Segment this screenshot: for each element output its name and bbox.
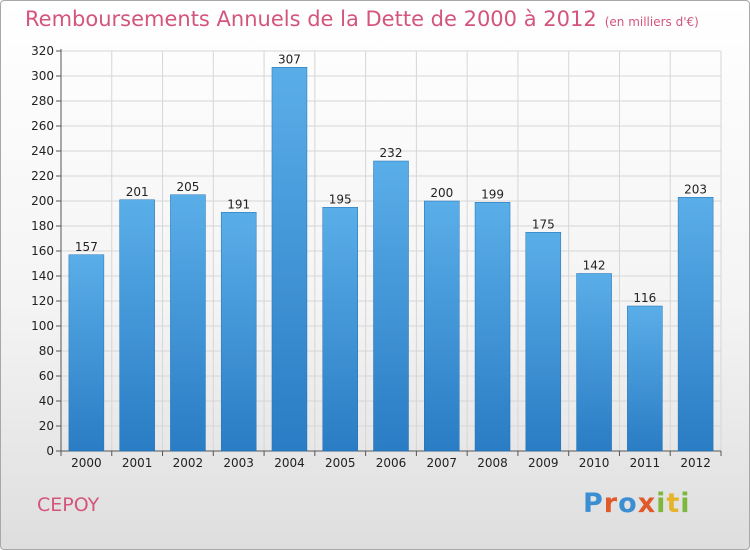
data-label: 232: [380, 146, 403, 160]
data-label: 307: [278, 52, 301, 66]
proxiti-logo: Proxiti: [583, 488, 691, 519]
logo-letter: t: [666, 488, 681, 519]
x-tick-label: 2007: [426, 456, 457, 470]
y-tick-label: 100: [31, 319, 54, 333]
y-tick-label: 260: [31, 119, 54, 133]
x-tick-label: 2008: [477, 456, 508, 470]
data-label: 205: [176, 180, 199, 194]
data-label: 116: [633, 291, 656, 305]
x-tick-label: 2001: [122, 456, 153, 470]
y-tick-label: 20: [39, 419, 54, 433]
bars: [68, 67, 714, 452]
bar: [68, 254, 105, 452]
x-tick-label: 2003: [223, 456, 254, 470]
x-tick-label: 2000: [71, 456, 102, 470]
y-tick-label: 160: [31, 244, 54, 258]
y-tick-label: 240: [31, 144, 54, 158]
y-tick-label: 40: [39, 394, 54, 408]
labels: 0 20 40 60 80 100 120 140 160 180 200 220 240 260 280 3…: [31, 44, 711, 470]
data-label: 201: [126, 185, 149, 199]
logo-letter: i: [656, 488, 667, 519]
commune-name: CEPOY: [37, 494, 100, 516]
y-tick-label: 120: [31, 294, 54, 308]
x-tick-label: 2012: [680, 456, 711, 470]
data-label: 195: [329, 192, 352, 206]
chart-title-text: Remboursements Annuels de la Dette de 20…: [25, 7, 597, 31]
x-tick-label: 2006: [376, 456, 407, 470]
data-label: 200: [430, 186, 453, 200]
data-label: 142: [583, 259, 606, 273]
unit-note: (en milliers d'€): [604, 15, 699, 29]
x-tick-label: 2010: [579, 456, 610, 470]
y-tick-label: 220: [31, 169, 54, 183]
logo-letter: P: [583, 488, 604, 519]
bar: [677, 197, 714, 452]
x-tick-label: 2009: [528, 456, 559, 470]
x-tick-label: 2004: [274, 456, 305, 470]
data-label: 191: [227, 197, 250, 211]
data-label: 199: [481, 187, 504, 201]
x-tick-label: 2011: [630, 456, 661, 470]
y-tick-label: 280: [31, 94, 54, 108]
y-tick-label: 180: [31, 219, 54, 233]
logo-letter: i: [680, 488, 691, 519]
chart-title: Remboursements Annuels de la Dette de 20…: [25, 7, 699, 31]
y-tick-label: 60: [39, 369, 54, 383]
bar: [373, 160, 409, 452]
y-tick-label: 140: [31, 269, 54, 283]
bar: [627, 305, 663, 452]
y-tick-label: 0: [46, 444, 54, 458]
data-label: 157: [75, 240, 98, 254]
bar: [576, 273, 612, 452]
bar: [119, 199, 155, 452]
bar: [424, 200, 460, 452]
data-label: 175: [532, 217, 555, 231]
bar: [170, 194, 206, 452]
logo-letter: o: [618, 488, 638, 519]
data-label: 203: [684, 182, 707, 196]
y-tick-label: 200: [31, 194, 54, 208]
x-tick-label: 2002: [173, 456, 204, 470]
logo-letter: x: [637, 488, 657, 519]
y-tick-label: 320: [31, 44, 54, 58]
bar: [271, 67, 308, 452]
bar: [525, 232, 562, 452]
y-tick-label: 80: [39, 344, 54, 358]
bar: [220, 212, 257, 452]
logo-letter: r: [603, 488, 619, 519]
bar: [474, 202, 511, 452]
y-tick-label: 300: [31, 69, 54, 83]
bar: [322, 207, 358, 452]
x-tick-label: 2005: [325, 456, 356, 470]
